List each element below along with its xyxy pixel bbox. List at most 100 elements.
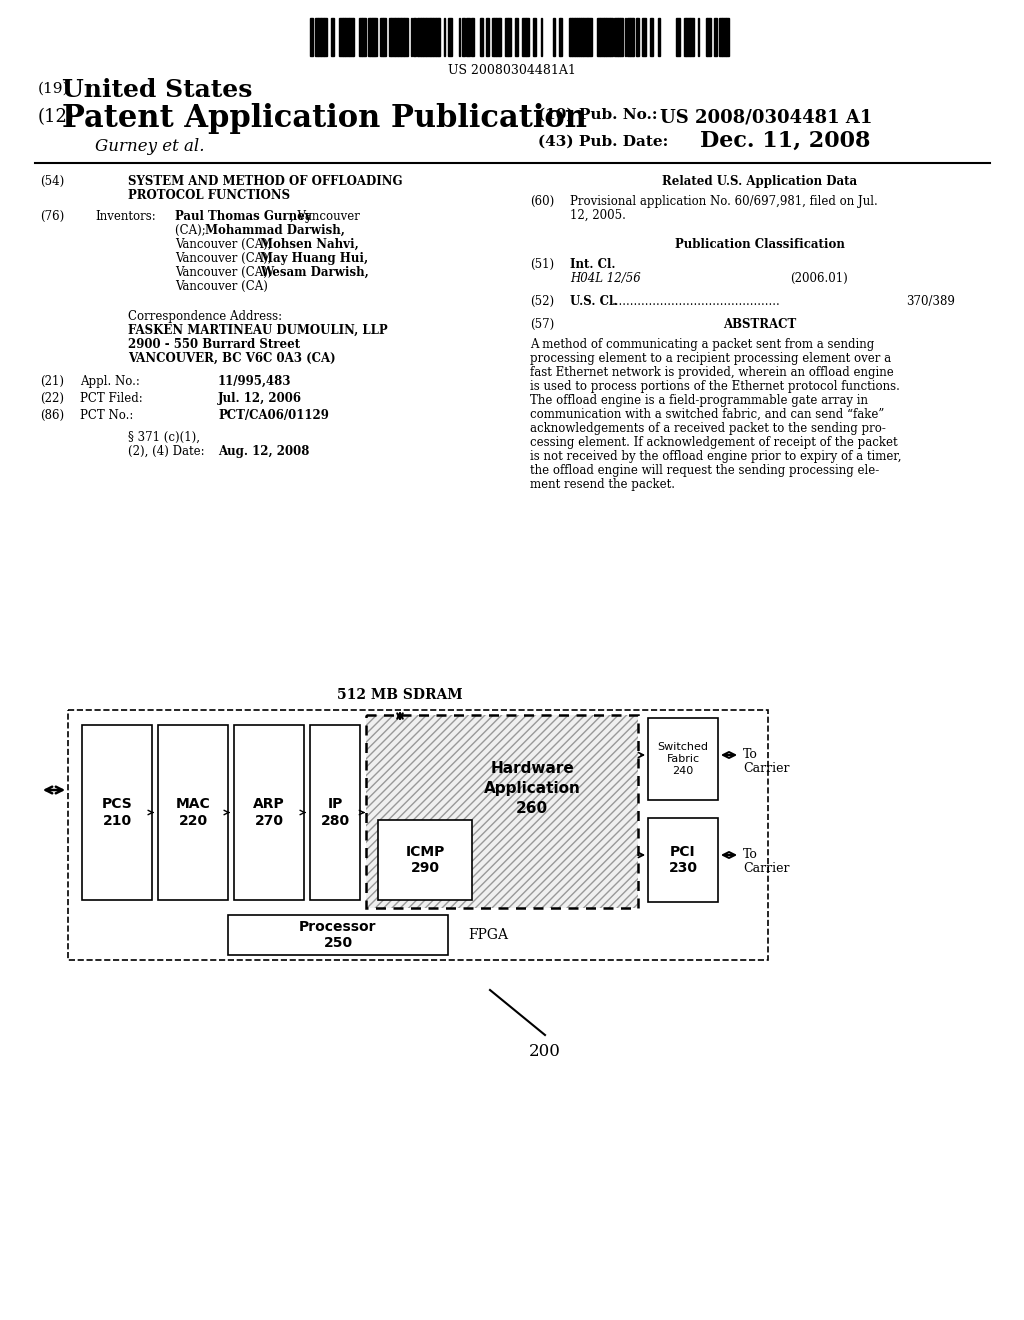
Text: Vancouver (CA): Vancouver (CA) bbox=[175, 280, 268, 293]
Bar bbox=[481, 18, 483, 55]
Bar bbox=[492, 18, 494, 55]
Bar bbox=[310, 725, 360, 900]
Bar bbox=[362, 18, 366, 55]
Bar bbox=[391, 18, 395, 55]
Bar bbox=[395, 18, 398, 55]
Bar bbox=[398, 18, 401, 55]
Bar bbox=[637, 18, 639, 55]
Bar bbox=[581, 18, 583, 55]
Bar bbox=[82, 725, 152, 900]
Bar bbox=[426, 18, 430, 55]
Text: H04L 12/56: H04L 12/56 bbox=[570, 272, 641, 285]
Text: To: To bbox=[743, 847, 758, 861]
Bar bbox=[690, 18, 694, 55]
Bar bbox=[310, 18, 313, 55]
Bar bbox=[315, 18, 318, 55]
Bar bbox=[366, 715, 638, 908]
Bar bbox=[642, 18, 646, 55]
Text: United States: United States bbox=[62, 78, 252, 102]
Bar bbox=[68, 710, 768, 960]
Bar bbox=[627, 18, 630, 55]
Text: (54): (54) bbox=[40, 176, 65, 187]
Bar bbox=[433, 18, 436, 55]
Bar bbox=[648, 818, 718, 902]
Bar bbox=[508, 18, 511, 55]
Text: VANCOUVER, BC V6C 0A3 (CA): VANCOUVER, BC V6C 0A3 (CA) bbox=[128, 352, 336, 366]
Bar bbox=[345, 18, 349, 55]
Bar bbox=[418, 18, 421, 55]
Bar bbox=[359, 18, 362, 55]
Bar bbox=[526, 18, 529, 55]
Text: cessing element. If acknowledgement of receipt of the packet: cessing element. If acknowledgement of r… bbox=[530, 436, 898, 449]
Text: Correspondence Address:: Correspondence Address: bbox=[128, 310, 283, 323]
Text: Inventors:: Inventors: bbox=[95, 210, 156, 223]
Bar bbox=[158, 725, 228, 900]
Text: (76): (76) bbox=[40, 210, 65, 223]
Text: Gurney et al.: Gurney et al. bbox=[95, 139, 205, 154]
Text: (52): (52) bbox=[530, 294, 554, 308]
Text: PROTOCOL FUNCTIONS: PROTOCOL FUNCTIONS bbox=[128, 189, 290, 202]
Text: Appl. No.:: Appl. No.: bbox=[80, 375, 140, 388]
Bar bbox=[370, 18, 372, 55]
Bar bbox=[707, 18, 711, 55]
Text: Publication Classification: Publication Classification bbox=[675, 238, 845, 251]
Text: ment resend the packet.: ment resend the packet. bbox=[530, 478, 675, 491]
Text: Vancouver (CA);: Vancouver (CA); bbox=[175, 252, 275, 265]
Text: SYSTEM AND METHOD OF OFFLOADING: SYSTEM AND METHOD OF OFFLOADING bbox=[128, 176, 402, 187]
Text: Hardware
Application
260: Hardware Application 260 bbox=[483, 762, 581, 816]
Text: (43) Pub. Date:: (43) Pub. Date: bbox=[538, 135, 669, 149]
Bar bbox=[572, 18, 575, 55]
Bar bbox=[650, 18, 653, 55]
Bar bbox=[413, 18, 416, 55]
Text: (22): (22) bbox=[40, 392, 63, 405]
Bar bbox=[324, 18, 327, 55]
Bar bbox=[318, 18, 321, 55]
Text: To: To bbox=[743, 748, 758, 762]
Bar bbox=[714, 18, 717, 55]
Bar bbox=[560, 18, 562, 55]
Bar bbox=[349, 18, 353, 55]
Text: Vancouver (CA);: Vancouver (CA); bbox=[175, 238, 275, 251]
Bar bbox=[686, 18, 690, 55]
Bar bbox=[389, 18, 391, 55]
Bar bbox=[375, 18, 377, 55]
Text: is used to process portions of the Ethernet protocol functions.: is used to process portions of the Ether… bbox=[530, 380, 900, 393]
Text: PCI
230: PCI 230 bbox=[669, 845, 697, 875]
Text: Dec. 11, 2008: Dec. 11, 2008 bbox=[700, 129, 870, 152]
Text: acknowledgements of a received packet to the sending pro-: acknowledgements of a received packet to… bbox=[530, 422, 886, 436]
Text: communication with a switched fabric, and can send “fake”: communication with a switched fabric, an… bbox=[530, 408, 885, 421]
Text: Provisional application No. 60/697,981, filed on Jul.: Provisional application No. 60/697,981, … bbox=[570, 195, 878, 209]
Text: .............................................: ........................................… bbox=[612, 294, 780, 308]
Bar bbox=[321, 18, 324, 55]
Text: A method of communicating a packet sent from a sending: A method of communicating a packet sent … bbox=[530, 338, 874, 351]
Text: 200: 200 bbox=[529, 1043, 561, 1060]
Text: PCT Filed:: PCT Filed: bbox=[80, 392, 142, 405]
Bar bbox=[600, 18, 604, 55]
Text: Jul. 12, 2006: Jul. 12, 2006 bbox=[218, 392, 302, 405]
Bar bbox=[431, 18, 433, 55]
Bar bbox=[648, 718, 718, 800]
Text: FPGA: FPGA bbox=[468, 928, 508, 942]
Text: Carrier: Carrier bbox=[743, 862, 790, 875]
Text: Int. Cl.: Int. Cl. bbox=[570, 257, 615, 271]
Bar bbox=[505, 18, 508, 55]
Text: the offload engine will request the sending processing ele-: the offload engine will request the send… bbox=[530, 465, 880, 477]
Text: (10) Pub. No.:: (10) Pub. No.: bbox=[538, 108, 657, 121]
Text: ABSTRACT: ABSTRACT bbox=[723, 318, 797, 331]
Text: Carrier: Carrier bbox=[743, 762, 790, 775]
Text: 11/995,483: 11/995,483 bbox=[218, 375, 292, 388]
Bar bbox=[366, 715, 638, 908]
Text: (57): (57) bbox=[530, 318, 554, 331]
Bar bbox=[486, 18, 489, 55]
Bar bbox=[722, 18, 726, 55]
Bar bbox=[676, 18, 680, 55]
Text: Aug. 12, 2008: Aug. 12, 2008 bbox=[218, 445, 309, 458]
Text: MAC
220: MAC 220 bbox=[176, 797, 210, 828]
Bar bbox=[471, 18, 474, 55]
Bar bbox=[462, 18, 465, 55]
Bar bbox=[534, 18, 536, 55]
Text: U.S. Cl.: U.S. Cl. bbox=[570, 294, 617, 308]
Bar bbox=[597, 18, 600, 55]
Text: (51): (51) bbox=[530, 257, 554, 271]
Text: Patent Application Publication: Patent Application Publication bbox=[62, 103, 587, 135]
